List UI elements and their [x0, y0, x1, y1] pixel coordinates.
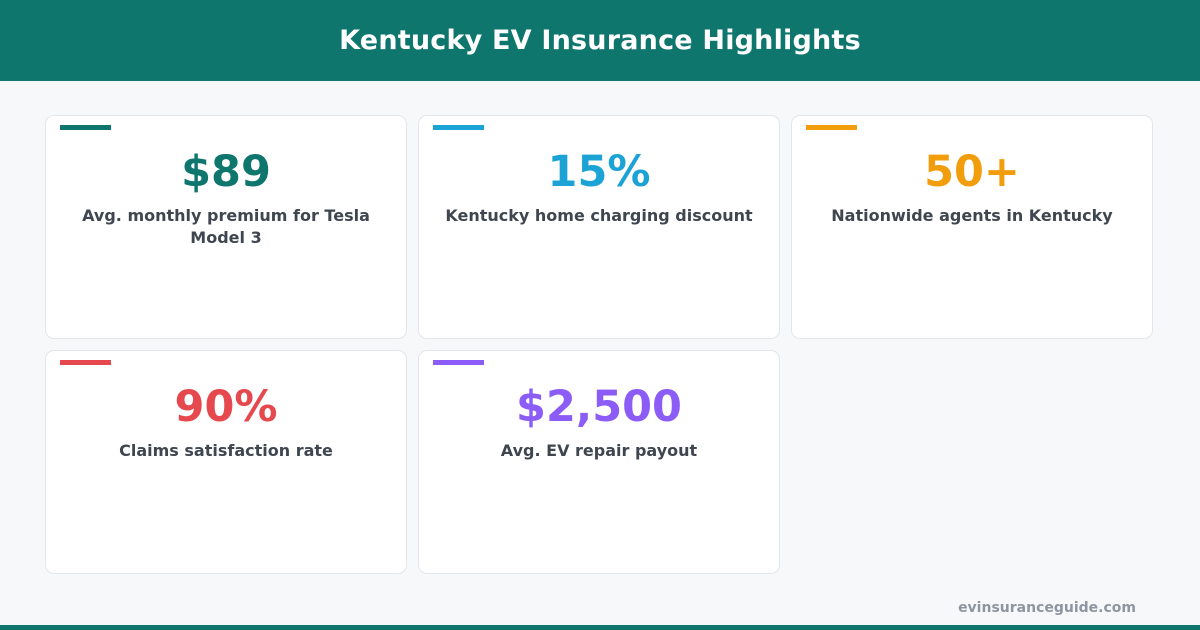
stat-label: Kentucky home charging discount: [445, 206, 753, 225]
stat-value: 50+: [924, 147, 1020, 197]
stat-card-charging-discount: 15% Kentucky home charging discount: [418, 115, 780, 339]
stat-card-agents: 50+ Nationwide agents in Kentucky: [791, 115, 1153, 339]
page-title: Kentucky EV Insurance Highlights: [339, 25, 861, 56]
stat-card-repair-payout: $2,500 Avg. EV repair payout: [418, 350, 780, 574]
stat-value: 15%: [547, 147, 651, 197]
header-banner: Kentucky EV Insurance Highlights: [0, 0, 1200, 81]
stat-card-tesla-premium: $89 Avg. monthly premium for Tesla Model…: [45, 115, 407, 339]
stat-value: 90%: [174, 382, 278, 432]
stat-label: Claims satisfaction rate: [119, 441, 333, 460]
site-url: evinsuranceguide.com: [958, 600, 1136, 616]
stat-value: $2,500: [516, 382, 682, 432]
card-accent-bar: [60, 125, 111, 130]
card-accent-bar: [806, 125, 857, 130]
card-accent-bar: [433, 360, 484, 365]
stat-label: Nationwide agents in Kentucky: [831, 206, 1113, 225]
stat-card-claims-satisfaction: 90% Claims satisfaction rate: [45, 350, 407, 574]
stat-label: Avg. monthly premium for Tesla Model 3: [82, 206, 370, 247]
card-accent-bar: [60, 360, 111, 365]
card-accent-bar: [433, 125, 484, 130]
stat-value: $89: [181, 147, 271, 197]
bottom-accent-bar: [0, 625, 1200, 630]
stat-label: Avg. EV repair payout: [500, 441, 698, 460]
